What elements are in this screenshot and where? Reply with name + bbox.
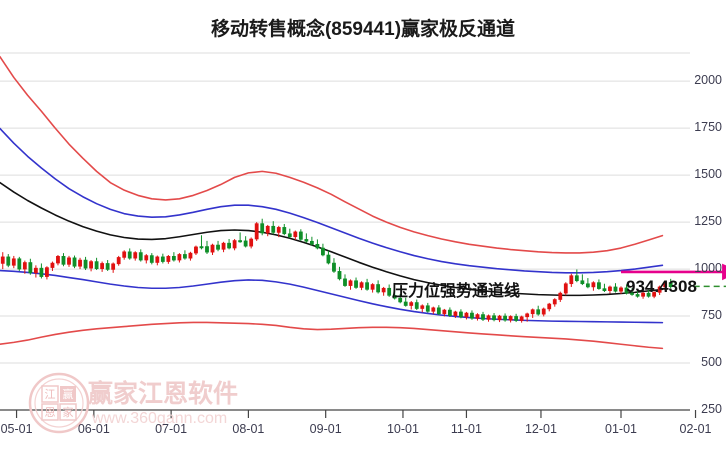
axis-lines <box>0 52 697 418</box>
resistance-channel-annotation: 压力位强势通道线 <box>392 283 521 300</box>
x-axis-tick-label: 01-01 <box>605 422 637 436</box>
y-axis-tick-label: 1500 <box>694 167 722 182</box>
x-axis-tick-label: 10-01 <box>386 422 419 436</box>
x-axis-tick-label: 11-01 <box>450 422 482 436</box>
x-axis-tick-label: 07-01 <box>155 422 188 436</box>
candlestick-series <box>0 218 673 323</box>
y-axis-tick-label: 750 <box>701 308 722 323</box>
y-axis-tick-label: 1750 <box>694 120 722 135</box>
x-axis-tick-label: 12-01 <box>524 422 557 436</box>
y-axis-tick-label: 250 <box>701 402 722 416</box>
x-axis-tick-label: 09-01 <box>309 422 342 436</box>
annotation-layer <box>621 263 726 288</box>
y-axis-tick-label: 1250 <box>694 214 722 229</box>
band-midline <box>0 181 664 297</box>
band-upper-outer-band <box>0 55 664 254</box>
x-axis-tick-label: 02-01 <box>679 422 712 436</box>
y-axis-tick-label: 500 <box>701 355 722 370</box>
channel-bands <box>0 55 664 350</box>
grid-lines <box>0 80 690 364</box>
y-axis-tick-label: 2000 <box>694 73 722 88</box>
band-upper-inner-band <box>0 127 664 274</box>
price-callout-value: 934.4308 <box>626 277 697 296</box>
x-axis-tick-label: 05-01 <box>0 422 33 436</box>
y-axis-tick-label: 1000 <box>694 261 722 276</box>
page-title: 移动转售概念(859441)赢家极反通道 <box>210 19 516 40</box>
band-lower-outer-band <box>0 321 664 350</box>
band-lower-inner-band <box>0 269 664 324</box>
x-axis-tick-label: 06-01 <box>77 422 110 436</box>
x-axis-tick-label: 08-01 <box>232 422 265 436</box>
